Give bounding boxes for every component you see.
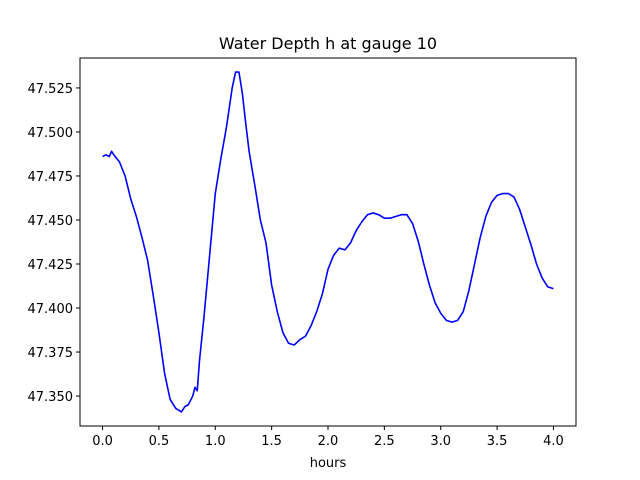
x-tick-label: 2.5 [374, 434, 395, 449]
y-tick-label: 47.500 [28, 126, 74, 141]
x-axis: 0.0 0.5 1.0 1.5 2.0 2.5 3.0 3.5 4.0 [92, 426, 564, 449]
y-tick-label: 47.350 [28, 390, 74, 405]
y-tick-label: 47.425 [28, 258, 74, 273]
axes-frame [79, 57, 577, 427]
x-tick-label: 2.0 [318, 434, 339, 449]
y-axis: 47.350 47.375 47.400 47.425 47.450 47.475 47.5… [28, 82, 80, 405]
y-tick-label: 47.475 [28, 170, 74, 185]
y-tick-label: 47.375 [28, 346, 74, 361]
y-tick-label: 47.525 [28, 82, 74, 97]
y-tick-label: 47.400 [28, 302, 74, 317]
y-tick-label: 47.450 [28, 214, 74, 229]
x-axis-label: hours [310, 456, 347, 471]
x-tick-label: 3.5 [487, 434, 508, 449]
x-tick-label: 4.0 [543, 434, 564, 449]
chart-title: Water Depth h at gauge 10 [219, 34, 437, 53]
x-tick-label: 3.0 [430, 434, 451, 449]
x-tick-label: 1.0 [205, 434, 226, 449]
series-line-0 [102, 71, 554, 413]
plot-area [102, 71, 554, 413]
x-tick-label: 0.0 [92, 434, 113, 449]
x-tick-label: 0.5 [149, 434, 170, 449]
x-tick-label: 1.5 [261, 434, 282, 449]
